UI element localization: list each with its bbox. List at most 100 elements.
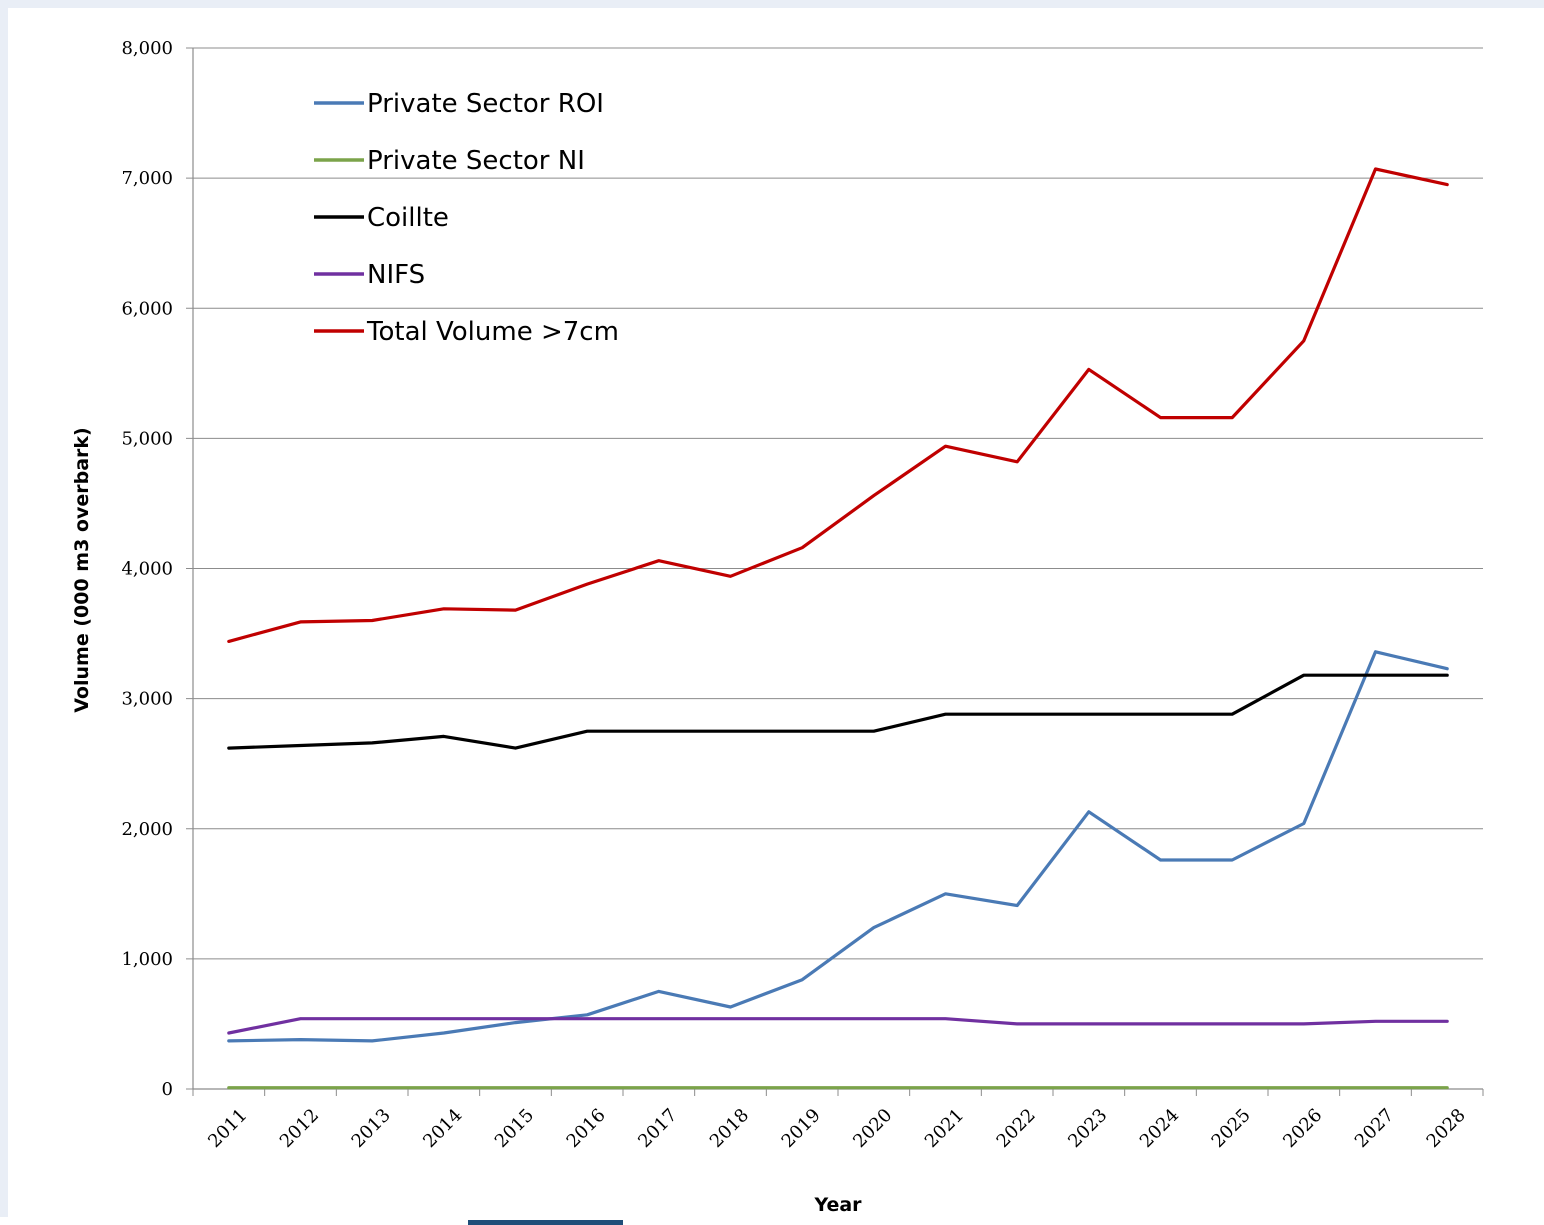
x-tick-label: 2015: [491, 1105, 538, 1152]
x-tick-label: 2027: [1351, 1105, 1398, 1152]
data-point-series-4: [371, 619, 374, 622]
data-point-series-1: [801, 1086, 804, 1089]
x-tick-label: 2025: [1208, 1105, 1255, 1152]
data-point-series-4: [1302, 339, 1306, 342]
data-point-series-4: [227, 640, 230, 643]
data-point-series-0: [1159, 858, 1162, 862]
data-point-series-2: [299, 744, 302, 747]
data-point-series-2: [1087, 713, 1091, 716]
data-point-series-4: [657, 559, 660, 562]
data-point-series-4: [1087, 368, 1091, 371]
data-point-series-3: [1231, 1022, 1234, 1026]
data-point-series-1: [1087, 1086, 1091, 1089]
x-tick-label: 2028: [1423, 1105, 1470, 1152]
data-point-series-2: [371, 741, 374, 745]
data-point-series-3: [514, 1017, 517, 1020]
data-point-series-1: [442, 1086, 445, 1089]
y-tick-label: 3,000: [121, 689, 173, 710]
data-point-series-1: [944, 1086, 947, 1089]
data-point-series-0: [371, 1039, 374, 1043]
y-tick-label: 0: [162, 1079, 173, 1100]
data-point-series-4: [586, 582, 589, 586]
data-point-series-1: [729, 1086, 732, 1089]
x-tick-label: 2022: [993, 1105, 1040, 1152]
x-axis-title: Year: [813, 1194, 862, 1216]
legend-label-3: NIFS: [367, 260, 425, 290]
data-point-series-1: [1446, 1086, 1449, 1089]
data-point-series-3: [442, 1017, 445, 1020]
y-axis-title: Volume (000 m3 overbark): [71, 427, 93, 712]
legend: Private Sector ROI Private Sector NI Coill…: [314, 89, 619, 347]
data-point-series-3: [1374, 1020, 1377, 1023]
data-point-series-4: [944, 445, 947, 448]
data-point-series-2: [1374, 674, 1377, 677]
x-tick-label: 2026: [1279, 1105, 1326, 1152]
data-point-series-0: [442, 1031, 445, 1035]
x-tick-label: 2023: [1064, 1105, 1111, 1152]
data-point-series-1: [872, 1086, 875, 1089]
data-point-series-3: [586, 1017, 589, 1020]
data-point-series-1: [1302, 1086, 1306, 1089]
data-point-series-3: [299, 1017, 302, 1020]
data-point-series-3: [801, 1017, 804, 1020]
x-tick-label: 2011: [204, 1105, 251, 1152]
data-point-series-3: [1087, 1022, 1091, 1026]
legend-label-0: Private Sector ROI: [367, 89, 604, 119]
x-tick-label: 2013: [348, 1105, 395, 1152]
data-point-series-0: [872, 926, 875, 929]
axes: 0 1,000 2,000 3,000 4,000 5,000 6,000 7,000 8,00…: [121, 38, 1484, 1152]
series-line-0: [227, 650, 1449, 1043]
y-tick-label: 1,000: [121, 949, 173, 970]
legend-label-2: Coillte: [367, 203, 449, 233]
data-point-series-3: [657, 1017, 660, 1020]
legend-label-4: Total Volume >7cm: [366, 317, 619, 347]
data-point-series-2: [872, 730, 875, 733]
data-point-series-0: [1231, 858, 1234, 862]
data-point-series-2: [1302, 674, 1306, 677]
bottom-edge-strip: [468, 1220, 623, 1225]
data-point-series-1: [514, 1086, 517, 1089]
y-tick-label: 6,000: [121, 298, 173, 319]
data-point-series-3: [1302, 1022, 1306, 1026]
series-lines: [227, 167, 1449, 1090]
data-point-series-4: [729, 575, 732, 578]
x-tick-label: 2024: [1136, 1105, 1183, 1152]
data-point-series-0: [1446, 667, 1449, 670]
data-point-series-3: [944, 1017, 947, 1020]
x-tick-label: 2018: [706, 1105, 753, 1152]
x-tick-label: 2020: [849, 1105, 896, 1152]
data-point-series-2: [1016, 713, 1019, 716]
data-point-series-2: [227, 746, 230, 750]
y-tick-label: 8,000: [121, 38, 173, 59]
data-point-series-3: [729, 1017, 732, 1020]
series-line-4: [227, 167, 1449, 644]
data-point-series-3: [872, 1017, 875, 1020]
data-point-series-0: [514, 1021, 517, 1024]
data-point-series-0: [1374, 650, 1377, 653]
y-tick-label: 2,000: [121, 819, 173, 840]
data-point-series-1: [657, 1086, 660, 1089]
data-point-series-1: [1016, 1086, 1019, 1089]
data-point-series-3: [1446, 1020, 1449, 1023]
data-point-series-2: [514, 746, 517, 750]
data-point-series-0: [944, 892, 947, 895]
data-point-series-0: [227, 1039, 230, 1043]
series-line-3: [227, 1017, 1449, 1035]
y-tick-label: 4,000: [121, 559, 173, 580]
x-tick-label: 2019: [778, 1105, 825, 1152]
data-point-series-1: [1374, 1086, 1377, 1089]
data-point-series-3: [371, 1017, 374, 1020]
data-point-series-2: [944, 713, 947, 716]
data-point-series-4: [1231, 416, 1234, 419]
data-point-series-4: [514, 608, 517, 612]
data-point-series-4: [1374, 167, 1377, 171]
y-tick-label: 5,000: [121, 428, 173, 449]
data-point-series-1: [299, 1086, 302, 1089]
data-point-series-1: [227, 1086, 230, 1089]
data-point-series-2: [657, 730, 660, 733]
data-point-series-3: [1016, 1022, 1019, 1026]
data-point-series-2: [586, 730, 589, 733]
data-point-series-3: [227, 1031, 230, 1035]
data-point-series-0: [657, 990, 660, 993]
